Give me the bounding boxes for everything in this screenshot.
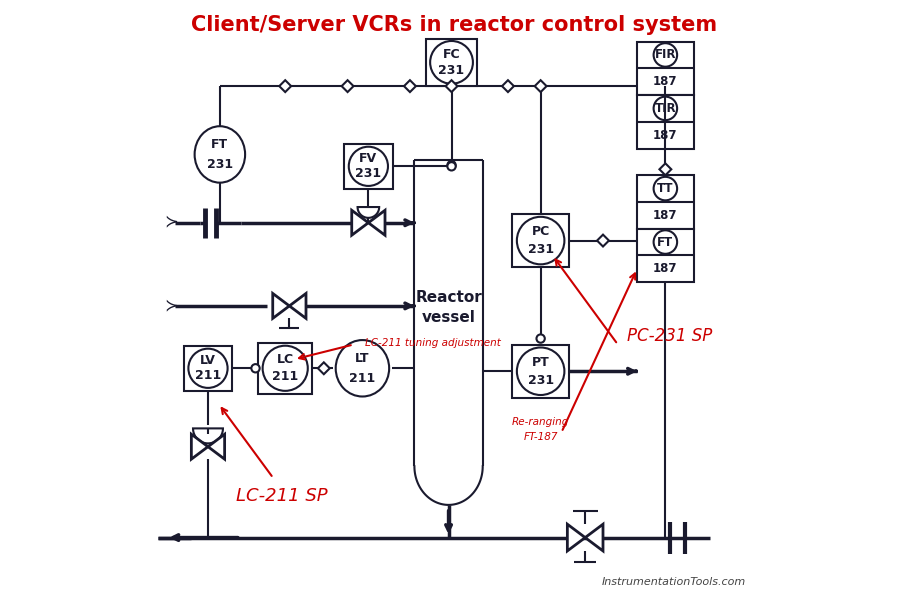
Polygon shape xyxy=(567,525,585,551)
Text: Client/Server VCRs in reactor control system: Client/Server VCRs in reactor control sy… xyxy=(192,15,717,35)
Text: 187: 187 xyxy=(654,129,677,141)
Circle shape xyxy=(536,334,544,343)
Polygon shape xyxy=(318,362,330,374)
Polygon shape xyxy=(193,428,223,443)
Text: TT: TT xyxy=(657,182,674,195)
Circle shape xyxy=(430,41,473,84)
Circle shape xyxy=(252,364,260,372)
Text: InstrumentationTools.com: InstrumentationTools.com xyxy=(602,577,745,587)
Text: PC-231 SP: PC-231 SP xyxy=(627,327,712,345)
Text: PT: PT xyxy=(532,356,550,369)
Bar xyxy=(426,39,477,86)
Polygon shape xyxy=(502,80,514,92)
Bar xyxy=(258,343,312,394)
Text: 231: 231 xyxy=(527,243,554,256)
Polygon shape xyxy=(352,210,368,235)
Circle shape xyxy=(517,347,564,395)
Text: FIR: FIR xyxy=(654,49,676,61)
Polygon shape xyxy=(342,80,354,92)
Text: LC-211 tuning adjustment: LC-211 tuning adjustment xyxy=(365,339,501,348)
Text: $\succ$: $\succ$ xyxy=(161,297,178,315)
Text: 187: 187 xyxy=(654,75,677,88)
Circle shape xyxy=(349,147,388,186)
Text: 231: 231 xyxy=(207,158,233,171)
Text: LC: LC xyxy=(276,353,294,366)
Circle shape xyxy=(654,43,677,67)
Text: Reactor: Reactor xyxy=(415,289,482,305)
Polygon shape xyxy=(273,293,289,318)
Circle shape xyxy=(447,162,455,170)
Bar xyxy=(344,144,393,189)
Circle shape xyxy=(263,346,308,391)
Text: FC: FC xyxy=(443,48,460,61)
Polygon shape xyxy=(445,80,457,92)
Polygon shape xyxy=(357,207,379,218)
Polygon shape xyxy=(208,434,225,459)
Bar xyxy=(637,95,694,148)
Text: LT: LT xyxy=(355,352,370,365)
Text: 211: 211 xyxy=(195,369,221,382)
Bar xyxy=(185,346,232,391)
Text: PC: PC xyxy=(532,225,550,238)
Text: 231: 231 xyxy=(527,374,554,387)
Text: FT: FT xyxy=(211,138,228,151)
Text: 231: 231 xyxy=(438,64,464,77)
Ellipse shape xyxy=(195,127,245,183)
Bar xyxy=(637,175,694,229)
Polygon shape xyxy=(404,80,416,92)
Text: 187: 187 xyxy=(654,209,677,222)
Bar xyxy=(637,229,694,282)
Polygon shape xyxy=(597,235,609,247)
Text: LC-211 SP: LC-211 SP xyxy=(236,487,328,505)
Polygon shape xyxy=(368,210,385,235)
Text: vessel: vessel xyxy=(422,310,475,326)
Text: FV: FV xyxy=(359,153,377,165)
Text: $\succ$: $\succ$ xyxy=(161,214,178,232)
Polygon shape xyxy=(585,525,603,551)
Text: 211: 211 xyxy=(349,372,375,385)
Polygon shape xyxy=(534,80,546,92)
Circle shape xyxy=(188,349,227,388)
Text: FT: FT xyxy=(657,236,674,248)
Text: Re-ranging: Re-ranging xyxy=(512,417,569,426)
Bar xyxy=(513,214,569,267)
Circle shape xyxy=(654,230,677,254)
Text: TIR: TIR xyxy=(654,102,676,115)
Circle shape xyxy=(654,177,677,200)
Bar xyxy=(637,42,694,95)
Polygon shape xyxy=(192,434,208,459)
Text: LV: LV xyxy=(200,355,216,367)
Ellipse shape xyxy=(335,340,389,397)
Text: FT-187: FT-187 xyxy=(524,432,558,441)
Text: 211: 211 xyxy=(272,370,298,383)
Circle shape xyxy=(447,161,455,169)
Text: 187: 187 xyxy=(654,263,677,275)
Text: 231: 231 xyxy=(355,168,382,180)
Circle shape xyxy=(654,97,677,120)
Circle shape xyxy=(517,217,564,264)
Polygon shape xyxy=(279,80,291,92)
Polygon shape xyxy=(659,163,672,175)
Bar xyxy=(513,345,569,398)
Polygon shape xyxy=(289,293,306,318)
